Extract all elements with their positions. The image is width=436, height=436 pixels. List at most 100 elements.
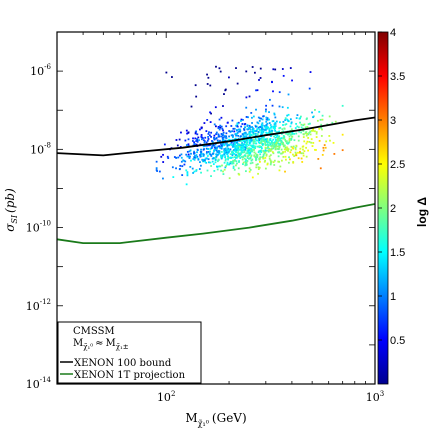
scatter-point [217,125,220,128]
scatter-point [267,131,270,134]
scatter-point [211,146,213,149]
scatter-point [281,68,284,70]
scatter-point [309,122,311,125]
scatter-point [200,148,202,151]
scatter-point [328,135,331,137]
scatter-point [234,157,237,159]
scatter-point [248,154,251,157]
scatter-point [233,168,236,171]
scatter-point [209,153,212,156]
scatter-point [271,104,274,107]
scatter-point [290,121,293,124]
scatter-point [261,125,264,128]
scatter-point [207,133,210,135]
scatter-point [246,128,249,131]
scatter-point [305,155,308,158]
scatter-point [268,130,271,133]
scatter-point [202,153,205,156]
scatter-point [281,152,283,155]
scatter-point [237,155,240,158]
scatter-point [277,151,280,154]
scatter-point [225,151,228,154]
scatter-point [244,160,247,163]
scatter-point [218,165,221,168]
scatter-point [252,127,254,130]
colorbar-ticks: 0.5 1 1.5 2 2.5 3 3.5 4 [378,27,405,347]
scatter-point [269,98,271,101]
scatter-point [226,144,229,147]
scatter-point [256,139,259,142]
scatter-point [230,144,233,146]
scatter-point [254,147,257,150]
scatter-point [243,127,245,130]
scatter-point [211,141,214,143]
scatter-point [280,132,283,135]
scatter-point [265,125,268,128]
scatter-point [185,129,188,132]
scatter-point [229,160,232,163]
scatter-point [268,157,271,160]
scatter-point [261,129,263,132]
scatter-point [186,155,189,158]
scatter-point [248,124,251,127]
series-line-xenon-100-bound [57,116,375,157]
scatter-point [243,157,246,160]
scatter-point [196,139,198,141]
scatter-point [302,148,304,151]
scatter-point [307,149,310,152]
scatter-point [259,153,262,156]
scatter-point [158,170,161,173]
scatter-point [220,147,223,150]
scatter-point [252,129,255,132]
scatter-point [212,163,215,165]
scatter-point [256,156,259,159]
scatter-point [282,137,285,140]
scatter-point [278,146,281,149]
scatter-point [292,161,295,163]
scatter-point [296,125,299,128]
scatter-point [208,161,210,164]
scatter-point [238,173,241,176]
scatter-point [248,95,251,98]
scatter-point [260,137,262,140]
scatter-point [251,149,254,151]
scatter-point [184,139,187,142]
scatter-point [214,161,217,164]
scatter-point [236,122,239,125]
legend-condition: Mχ̃₁⁰ ≈ Mχ̃₁± [73,338,129,351]
scatter-point [224,136,227,139]
scatter-point [259,126,262,128]
scatter-point [255,163,258,166]
scatter-point [201,138,203,141]
scatter-point [284,123,287,126]
scatter-point [300,131,303,134]
scatter-point [195,154,198,156]
scatter-point [217,150,220,152]
scatter-point [299,117,302,120]
scatter-point [233,127,236,130]
scatter-point [287,133,289,136]
scatter-point [256,121,259,124]
scatter-point [287,148,290,151]
scatter-point [255,108,257,111]
scatter-point [266,132,269,135]
scatter-point [320,127,323,129]
scatter-point [228,138,230,141]
scatter-point [271,141,274,144]
scatter-point [332,141,335,144]
scatter-point [239,130,242,133]
scatter-point [271,147,273,150]
scatter-point [216,160,219,163]
scatter-point [262,130,265,133]
scatter-point [248,167,251,170]
scatter-point [204,136,207,139]
scatter-point [200,153,203,155]
scatter-point [230,134,233,137]
scatter-point [190,105,193,108]
scatter-point [231,134,234,136]
scatter-point [180,156,183,159]
scatter-point [270,148,273,151]
scatter-point [321,114,324,117]
scatter-point [226,161,229,164]
scatter-point [235,124,238,127]
